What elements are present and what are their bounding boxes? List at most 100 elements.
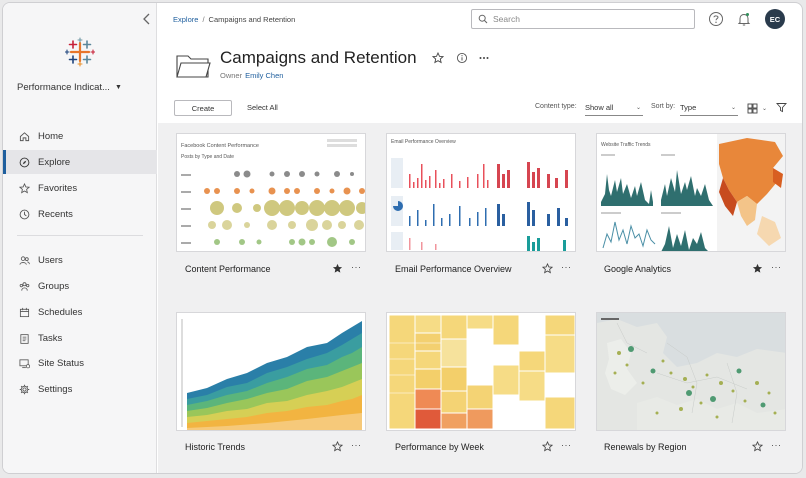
sidebar-item-users[interactable]: Users: [3, 248, 157, 272]
chevron-down-icon: ⌄: [635, 105, 641, 111]
heatmap-thumbnail: [388, 314, 575, 430]
users-icon: [19, 255, 30, 265]
sidebar-item-label: Site Status: [38, 357, 84, 369]
clock-icon: [19, 209, 30, 219]
site-name: Performance Indicat...: [17, 82, 110, 93]
home-icon: [19, 131, 30, 141]
groups-icon: [19, 281, 30, 291]
chevron-down-icon: ⌄: [730, 105, 736, 111]
star-outline-icon[interactable]: [542, 263, 553, 274]
map-thumbnail: [597, 313, 785, 430]
favorite-star-icon[interactable]: [432, 52, 444, 64]
thumbnail-email-performance[interactable]: Email Performance Overview: [386, 133, 576, 252]
thumbnail-subtitle: Posts by Type and Date: [181, 154, 234, 160]
grid-view-icon: [747, 103, 758, 113]
sidebar-item-schedules[interactable]: Schedules: [3, 300, 157, 324]
sort-by-select[interactable]: Type ⌄: [680, 100, 738, 116]
star-outline-icon[interactable]: [332, 441, 343, 452]
select-all-button[interactable]: Select All: [247, 103, 278, 112]
search-box[interactable]: [471, 9, 695, 29]
sidebar-item-label: Groups: [38, 280, 70, 292]
thumbnail-performance-by-week[interactable]: [386, 312, 576, 431]
sort-by-label: Sort by:: [651, 103, 676, 110]
stacked-area-thumbnail: [181, 319, 362, 430]
sidebar-item-site-status[interactable]: Site Status: [3, 351, 157, 375]
card-title[interactable]: Email Performance Overview: [395, 264, 512, 274]
sidebar-item-label: Schedules: [38, 306, 83, 318]
site-switcher[interactable]: Performance Indicat... ▼: [17, 82, 145, 93]
sidebar-item-settings[interactable]: Settings: [3, 377, 157, 401]
card-title[interactable]: Google Analytics: [604, 264, 672, 274]
thumbnail-content-performance[interactable]: Facebook Content Performance Posts by Ty…: [176, 133, 366, 252]
filter-icon[interactable]: [776, 102, 787, 113]
content-type-value: Show all: [585, 103, 614, 112]
chevron-down-icon: ⌄: [762, 105, 768, 112]
sidebar-item-label: Favorites: [38, 182, 78, 194]
chevron-down-icon: ▼: [114, 84, 122, 91]
card-more-menu[interactable]: ···: [771, 440, 782, 450]
collapse-sidebar-icon[interactable]: [141, 12, 153, 26]
sidebar-item-favorites[interactable]: Favorites: [3, 176, 157, 200]
site-status-icon: [19, 358, 30, 368]
bubble-chart-thumbnail: [181, 139, 365, 247]
notifications-bell-icon[interactable]: [736, 11, 752, 27]
breadcrumb-separator: /: [202, 15, 205, 24]
search-input[interactable]: [493, 14, 683, 24]
card-title[interactable]: Content Performance: [185, 264, 271, 274]
user-avatar[interactable]: EC: [765, 9, 785, 29]
sidebar-item-label: Tasks: [38, 332, 63, 344]
sidebar-item-label: Settings: [38, 383, 73, 395]
sidebar-item-label: Recents: [38, 208, 73, 220]
thumbnail-historic-trends[interactable]: [176, 312, 366, 431]
help-icon[interactable]: [708, 11, 724, 27]
gear-icon: [19, 384, 30, 394]
card-more-menu[interactable]: ···: [561, 440, 572, 450]
thumbnail-title: Website Traffic Trends: [601, 142, 651, 148]
star-outline-icon[interactable]: [542, 441, 553, 452]
card-title[interactable]: Renewals by Region: [604, 442, 687, 452]
star-outline-icon[interactable]: [752, 441, 763, 452]
page-title: Campaigns and Retention: [220, 48, 417, 67]
breadcrumb-current: Campaigns and Retention: [208, 15, 296, 24]
create-button[interactable]: Create: [174, 100, 232, 116]
sort-by-value: Type: [680, 103, 697, 112]
sidebar-item-label: Explore: [38, 156, 71, 168]
thumbnail-google-analytics[interactable]: Website Traffic Trends: [596, 133, 786, 252]
card-title[interactable]: Performance by Week: [395, 442, 484, 452]
search-icon: [478, 14, 488, 24]
owner-link[interactable]: Emily Chen: [245, 71, 284, 80]
star-icon: [19, 182, 30, 193]
thumbnail-renewals-by-region[interactable]: [596, 312, 786, 431]
sidebar-divider: [17, 235, 143, 236]
card-more-menu[interactable]: ···: [351, 262, 362, 272]
sidebar-item-groups[interactable]: Groups: [3, 274, 157, 298]
thumbnail-title: Facebook Content Performance: [181, 143, 259, 149]
card-more-menu[interactable]: ···: [771, 262, 782, 272]
breadcrumb: Explore / Campaigns and Retention: [173, 15, 295, 24]
info-icon[interactable]: [456, 52, 468, 64]
card-more-menu[interactable]: ···: [351, 440, 362, 450]
sidebar-item-recents[interactable]: Recents: [3, 202, 157, 226]
star-filled-icon[interactable]: [332, 263, 343, 274]
breadcrumb-explore-link[interactable]: Explore: [173, 15, 199, 24]
sidebar-item-home[interactable]: Home: [3, 124, 157, 148]
more-actions-icon[interactable]: [478, 52, 490, 64]
card-more-menu[interactable]: ···: [561, 262, 572, 272]
star-filled-icon[interactable]: [752, 263, 763, 274]
content-type-select[interactable]: Show all ⌄: [585, 100, 643, 116]
top-bar: Explore/Campaigns and Retention EC: [157, 3, 802, 39]
card-title[interactable]: Historic Trends: [185, 442, 246, 452]
analytics-thumbnail: [601, 134, 785, 251]
explore-icon: [19, 157, 30, 167]
owner-line: Owner Emily Chen: [220, 71, 283, 80]
sidebar-item-tasks[interactable]: Tasks: [3, 326, 157, 350]
bar-charts-thumbnail: [391, 158, 568, 251]
folder-icon: [176, 55, 211, 78]
sidebar-item-explore[interactable]: Explore: [3, 150, 157, 174]
sidebar-item-label: Users: [38, 254, 63, 266]
thumbnail-title: Email Performance Overview: [391, 139, 456, 145]
view-toggle[interactable]: ⌄: [747, 101, 769, 115]
content-type-label: Content type:: [535, 103, 577, 110]
tasks-icon: [20, 333, 29, 344]
